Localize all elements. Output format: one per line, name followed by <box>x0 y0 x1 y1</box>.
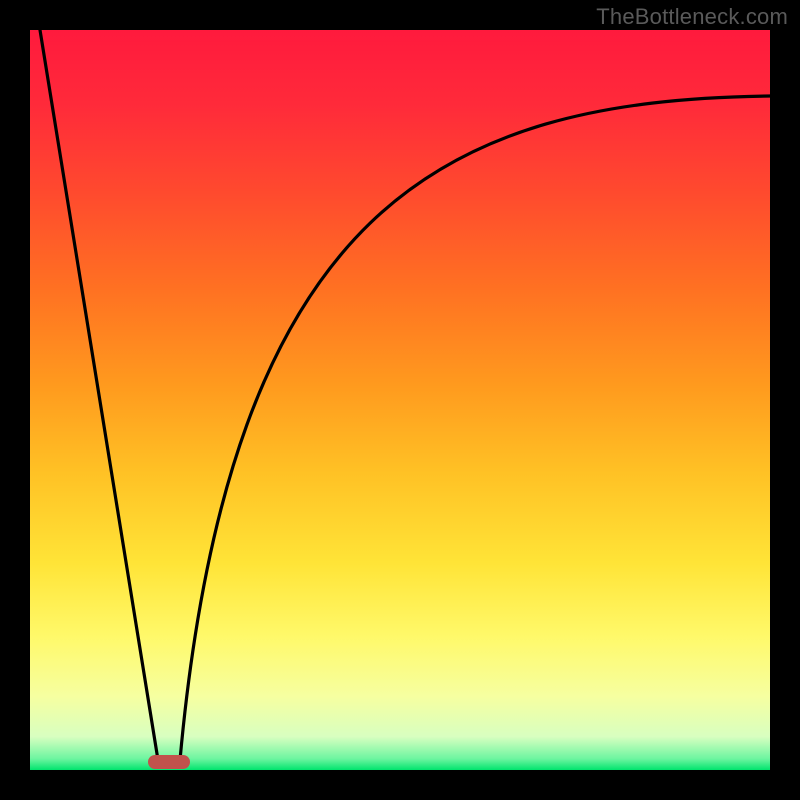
minimum-marker <box>148 755 190 769</box>
chart-container: TheBottleneck.com <box>0 0 800 800</box>
bottleneck-chart <box>0 0 800 800</box>
watermark-text: TheBottleneck.com <box>596 4 788 30</box>
